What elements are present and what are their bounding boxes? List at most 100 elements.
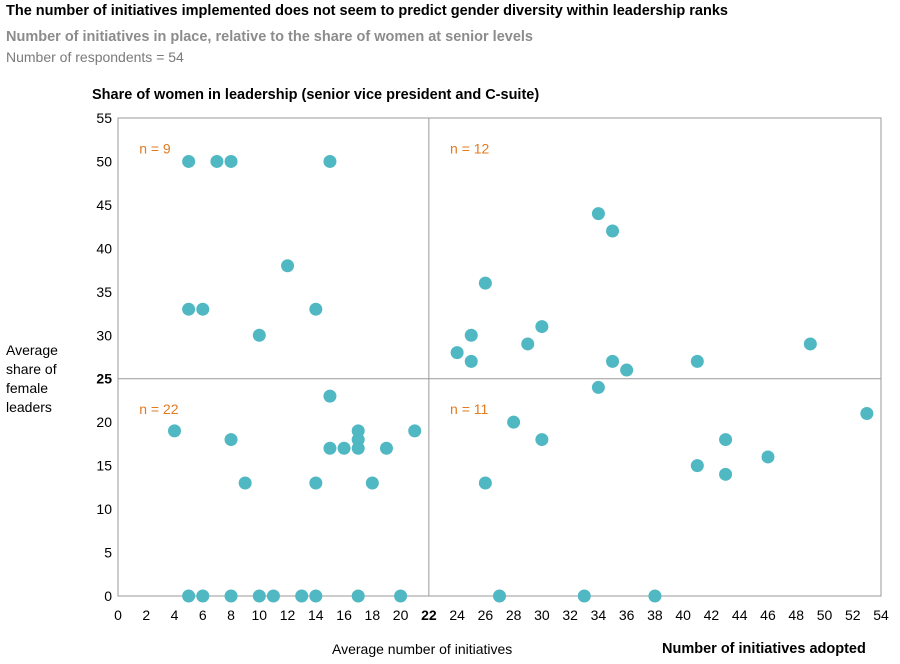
- x-tick-label: 38: [647, 607, 663, 623]
- y-tick-label: 5: [104, 545, 112, 561]
- data-point: [238, 476, 252, 490]
- x-tick-label: 26: [478, 607, 494, 623]
- data-point: [365, 476, 379, 490]
- data-point: [464, 328, 478, 342]
- x-tick-label: 52: [845, 607, 861, 623]
- x-tick-label: 28: [506, 607, 522, 623]
- data-point: [224, 433, 238, 447]
- data-point: [281, 259, 295, 273]
- data-point: [535, 433, 549, 447]
- data-point: [450, 346, 464, 360]
- data-point: [507, 415, 521, 429]
- y-tick-label: 30: [96, 327, 112, 343]
- plot-border: [117, 117, 882, 597]
- data-point: [493, 589, 506, 603]
- x-tick-label: 10: [252, 607, 268, 623]
- plot-heading: Share of women in leadership (senior vic…: [92, 87, 540, 103]
- x-tick-label: 20: [393, 607, 409, 623]
- x-tick-label: 44: [732, 607, 748, 623]
- chart-title: The number of initiatives implemented do…: [6, 3, 728, 19]
- data-point: [224, 589, 238, 603]
- y-tick-label: 10: [96, 501, 112, 517]
- x-tick-labels: 0 2 4 6 8 10 12 14 16 18 20 22 24 26 28 30 32 34 36 38 40 42 4…: [114, 607, 889, 623]
- plot-frame: [117, 117, 882, 597]
- data-point: [295, 589, 309, 603]
- x-tick-label: 34: [591, 607, 607, 623]
- data-point: [351, 441, 365, 455]
- data-point: [168, 424, 182, 438]
- data-point: [351, 589, 365, 603]
- quadrant-count-label: n = 9: [139, 140, 171, 156]
- data-point: [323, 389, 337, 403]
- x-tick-label: 30: [534, 607, 550, 623]
- y-tick-label: 20: [96, 414, 112, 430]
- x-tick-label: 32: [562, 607, 578, 623]
- data-point: [648, 589, 662, 603]
- data-point: [620, 363, 634, 377]
- chart-subtitle: Number of initiatives in place, relative…: [6, 29, 533, 45]
- data-point: [252, 328, 266, 342]
- y-tick-label: 45: [96, 197, 112, 213]
- y-tick-label: 15: [96, 458, 112, 474]
- data-point: [478, 476, 492, 490]
- data-point: [535, 320, 549, 334]
- data-point: [210, 154, 224, 168]
- data-point: [591, 380, 605, 394]
- y-axis-label: Average share of female leaders: [6, 342, 58, 415]
- x-tick-label: 46: [760, 607, 776, 623]
- data-point: [464, 354, 478, 368]
- data-point: [719, 467, 733, 481]
- y-tick-label: 0: [104, 588, 112, 604]
- data-point: [266, 589, 280, 603]
- data-point: [803, 337, 817, 351]
- data-point: [521, 337, 535, 351]
- x-tick-label: 48: [788, 607, 804, 623]
- data-point: [606, 224, 620, 238]
- data-point: [761, 450, 775, 464]
- x-tick-label: 8: [227, 607, 235, 623]
- x-mean-label: Average number of initiatives: [332, 641, 513, 657]
- data-point: [337, 441, 351, 455]
- quadrant-count-label: n = 11: [450, 401, 488, 417]
- y-tick-label: 35: [96, 284, 112, 300]
- data-point: [379, 441, 393, 455]
- x-tick-label: 14: [308, 607, 324, 623]
- y-tick-label: 25: [96, 371, 112, 387]
- x-tick-label: 36: [619, 607, 635, 623]
- data-point: [196, 589, 210, 603]
- data-point: [323, 441, 337, 455]
- data-point: [224, 154, 238, 168]
- data-point: [309, 302, 323, 316]
- data-point: [309, 589, 323, 603]
- data-point: [577, 589, 591, 603]
- x-tick-label: 2: [142, 607, 150, 623]
- x-tick-label: 42: [704, 607, 720, 623]
- x-tick-label: 4: [171, 607, 179, 623]
- y-tick-label: 50: [96, 153, 112, 169]
- x-tick-label: 22: [421, 607, 437, 623]
- respondents-note: Number of respondents = 54: [6, 49, 184, 65]
- x-tick-label: 6: [199, 607, 207, 623]
- data-point: [408, 424, 422, 438]
- x-tick-label: 54: [873, 607, 889, 623]
- data-point: [182, 589, 196, 603]
- y-tick-label: 40: [96, 240, 112, 256]
- x-tick-label: 16: [336, 607, 352, 623]
- data-point: [252, 589, 266, 603]
- quadrant-labels: n = 9 n = 12 n = 22 n = 11: [139, 140, 489, 417]
- data-points: [168, 154, 874, 603]
- quadrant-dividers: [118, 118, 881, 596]
- data-point: [394, 589, 408, 603]
- data-point: [323, 154, 337, 168]
- quadrant-count-label: n = 22: [139, 401, 179, 417]
- x-tick-label: 0: [114, 607, 122, 623]
- x-axis-label: Number of initiatives adopted: [662, 641, 866, 657]
- x-tick-label: 12: [280, 607, 296, 623]
- data-point: [478, 276, 492, 290]
- data-point: [309, 476, 323, 490]
- data-point: [591, 207, 605, 221]
- data-point: [860, 406, 874, 420]
- data-point: [719, 433, 733, 447]
- data-point: [690, 354, 704, 368]
